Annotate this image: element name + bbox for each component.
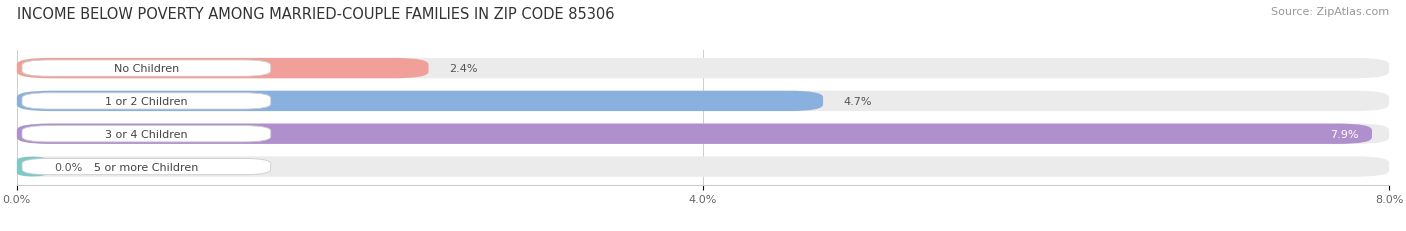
Text: Source: ZipAtlas.com: Source: ZipAtlas.com (1271, 7, 1389, 17)
FancyBboxPatch shape (22, 159, 271, 175)
FancyBboxPatch shape (17, 91, 1389, 112)
FancyBboxPatch shape (17, 91, 823, 112)
Text: 1 or 2 Children: 1 or 2 Children (105, 97, 187, 106)
Text: 7.9%: 7.9% (1330, 129, 1358, 139)
FancyBboxPatch shape (22, 93, 271, 109)
FancyBboxPatch shape (22, 126, 271, 142)
Text: INCOME BELOW POVERTY AMONG MARRIED-COUPLE FAMILIES IN ZIP CODE 85306: INCOME BELOW POVERTY AMONG MARRIED-COUPL… (17, 7, 614, 22)
FancyBboxPatch shape (17, 157, 1389, 177)
Text: 0.0%: 0.0% (55, 162, 83, 172)
Text: No Children: No Children (114, 64, 179, 74)
Text: 5 or more Children: 5 or more Children (94, 162, 198, 172)
FancyBboxPatch shape (17, 124, 1389, 144)
Text: 3 or 4 Children: 3 or 4 Children (105, 129, 187, 139)
FancyBboxPatch shape (22, 61, 271, 77)
FancyBboxPatch shape (17, 59, 429, 79)
FancyBboxPatch shape (17, 157, 48, 177)
Text: 4.7%: 4.7% (844, 97, 872, 106)
FancyBboxPatch shape (17, 59, 1389, 79)
FancyBboxPatch shape (17, 124, 1372, 144)
Text: 2.4%: 2.4% (449, 64, 478, 74)
